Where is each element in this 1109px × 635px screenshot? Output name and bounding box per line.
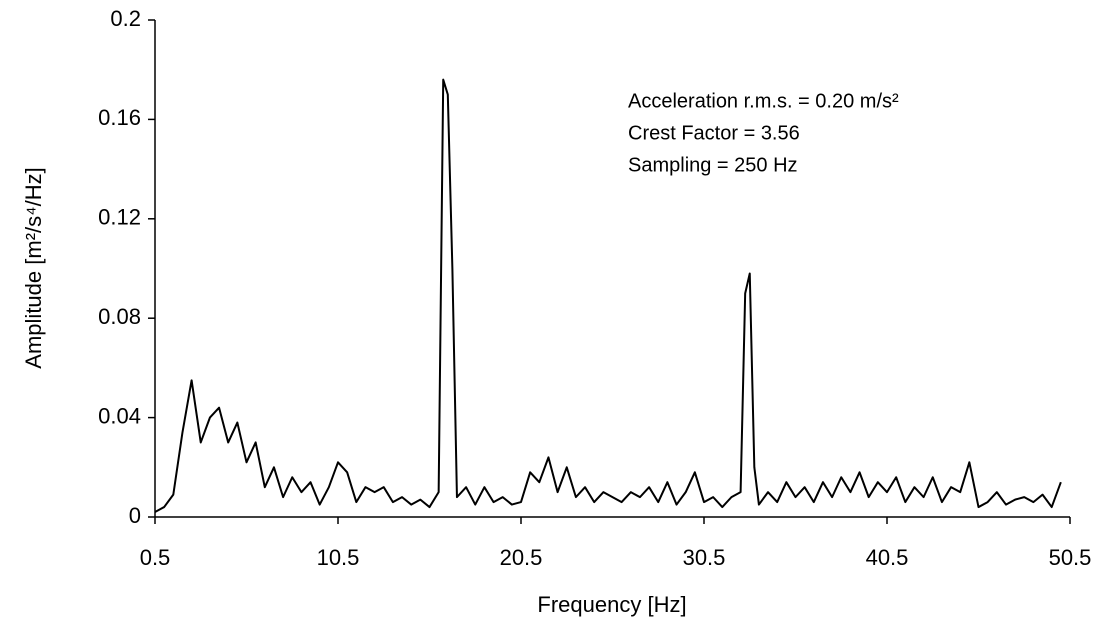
x-tick-label: 20.5 (500, 545, 543, 570)
y-tick-label: 0.16 (98, 105, 141, 130)
annotation: Acceleration r.m.s. = 0.20 m/s² (628, 90, 899, 112)
x-tick-label: 30.5 (683, 545, 726, 570)
x-tick-label: 0.5 (140, 545, 171, 570)
x-tick-label: 10.5 (317, 545, 360, 570)
annotation: Sampling = 250 Hz (628, 154, 798, 176)
x-axis-label: Frequency [Hz] (537, 592, 686, 617)
annotation: Crest Factor = 3.56 (628, 122, 800, 144)
data-line (154, 78, 1062, 513)
y-tick-label: 0.04 (98, 403, 141, 428)
y-tick-label: 0.08 (98, 304, 141, 329)
y-tick-label: 0 (129, 503, 141, 528)
y-axis-label: Amplitude [m²/s⁴/Hz] (21, 167, 46, 368)
x-tick-label: 40.5 (866, 545, 909, 570)
y-tick-label: 0.12 (98, 205, 141, 230)
x-tick-label: 50.5 (1049, 545, 1092, 570)
y-tick-label: 0.2 (110, 6, 141, 31)
